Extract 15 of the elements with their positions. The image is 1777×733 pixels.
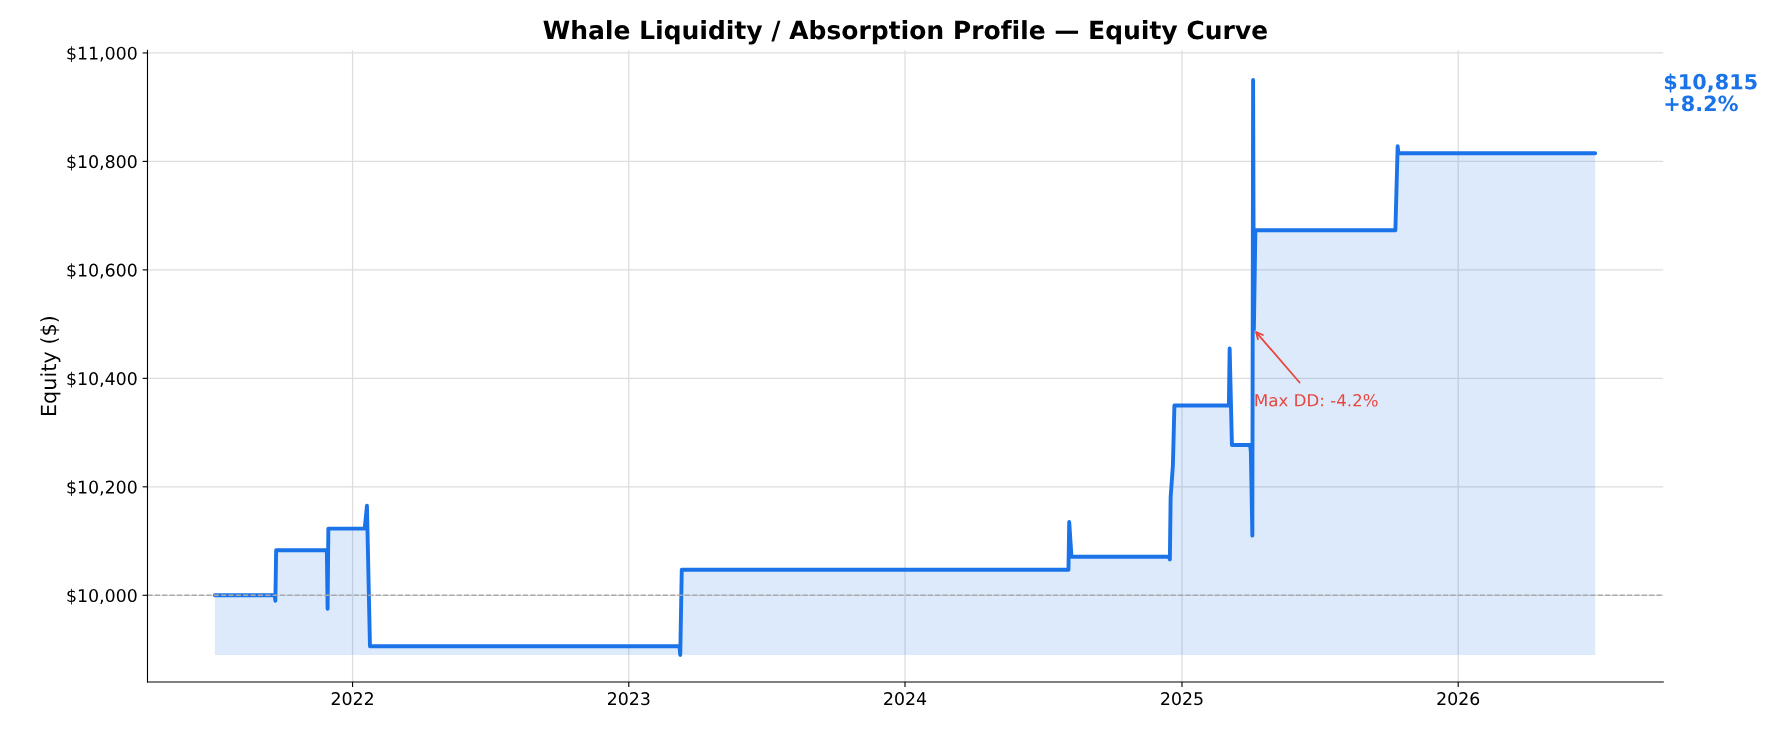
y-tick-label: $10,800: [67, 154, 137, 171]
text: $10,815 +8.2%: [1664, 73, 1757, 112]
x-tick-label: 2022: [331, 692, 373, 706]
y-tick-label: $11,000: [67, 46, 137, 63]
y-axis-title: Equity ($): [40, 316, 61, 416]
y-tick-label: $10,200: [67, 480, 137, 496]
chart-title: Whale Liquidity / Absorption Profile — Equity Curve: [543, 20, 1267, 45]
x-tick-label: 2024: [884, 692, 927, 706]
y-tick-label: $10,000: [67, 588, 137, 605]
annotation: Max DD: -4.2%: [1255, 393, 1378, 407]
y-tick-label: $10,600: [67, 263, 137, 280]
x-tick-label: 2023: [607, 692, 650, 706]
x-tick-label: 2026: [1437, 692, 1480, 706]
y-tick-label: $10,400: [67, 371, 137, 388]
x-tick-label: 2025: [1161, 692, 1203, 706]
